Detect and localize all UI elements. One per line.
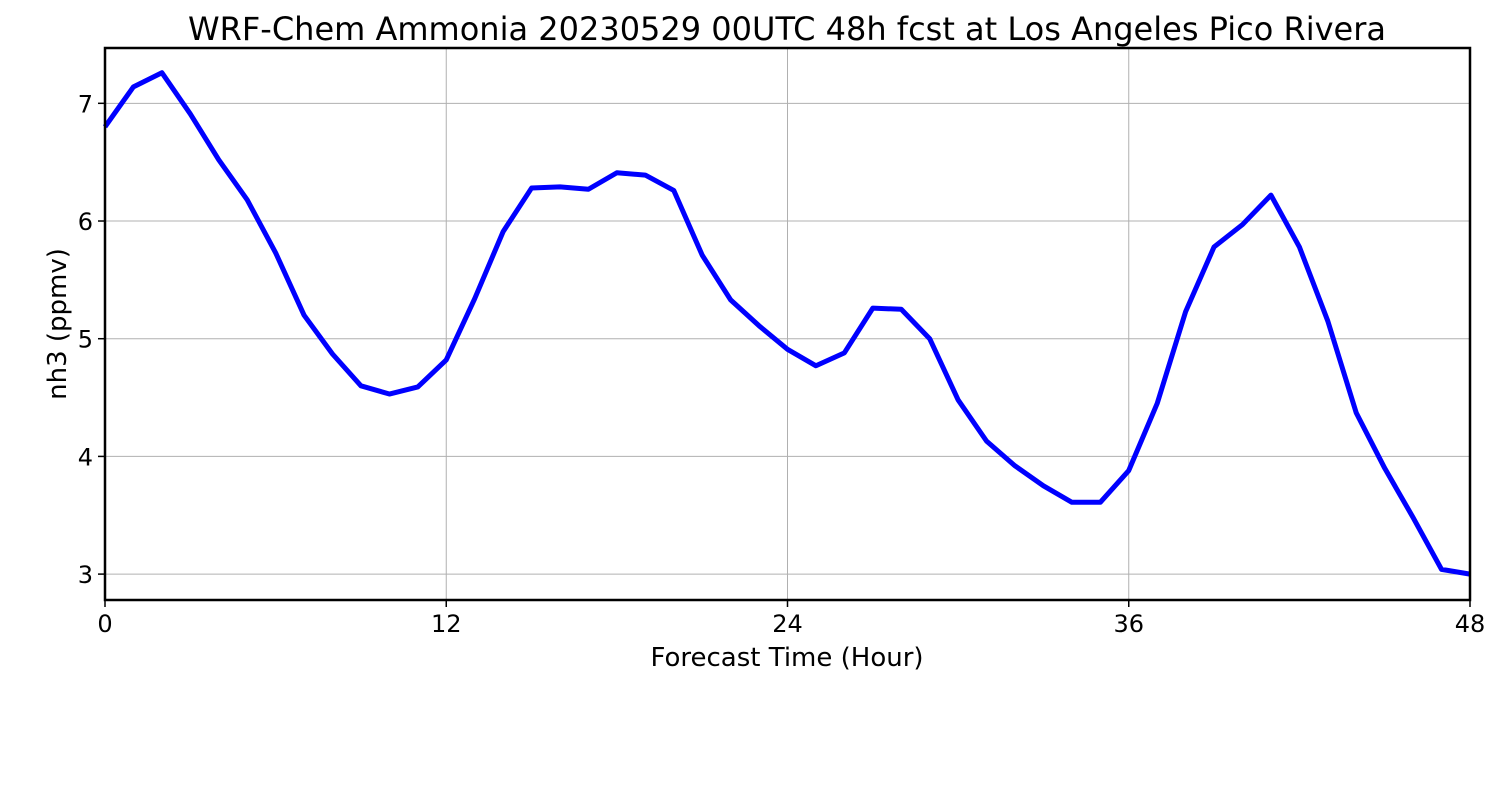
axis-ticks: 0 12 24 36 48 3 4 5 6 7 [78, 90, 1486, 638]
x-tick-label: 24 [772, 610, 803, 638]
plot-area [102, 70, 1471, 577]
x-axis-label: Forecast Time (Hour) [650, 643, 923, 673]
y-tick-label: 3 [78, 561, 93, 589]
chart-title: WRF-Chem Ammonia 20230529 00UTC 48h fcst… [188, 10, 1386, 48]
y-tick-label: 5 [78, 326, 93, 354]
y-tick-label: 7 [78, 90, 93, 118]
x-tick-label: 48 [1455, 610, 1486, 638]
y-axis-label: nh3 (ppmv) [43, 248, 73, 400]
x-tick-label: 0 [97, 610, 112, 638]
y-tick-label: 6 [78, 208, 93, 236]
x-tick-label: 36 [1113, 610, 1144, 638]
series-line [102, 70, 1471, 577]
y-tick-label: 4 [78, 443, 93, 471]
x-tick-label: 12 [431, 610, 462, 638]
